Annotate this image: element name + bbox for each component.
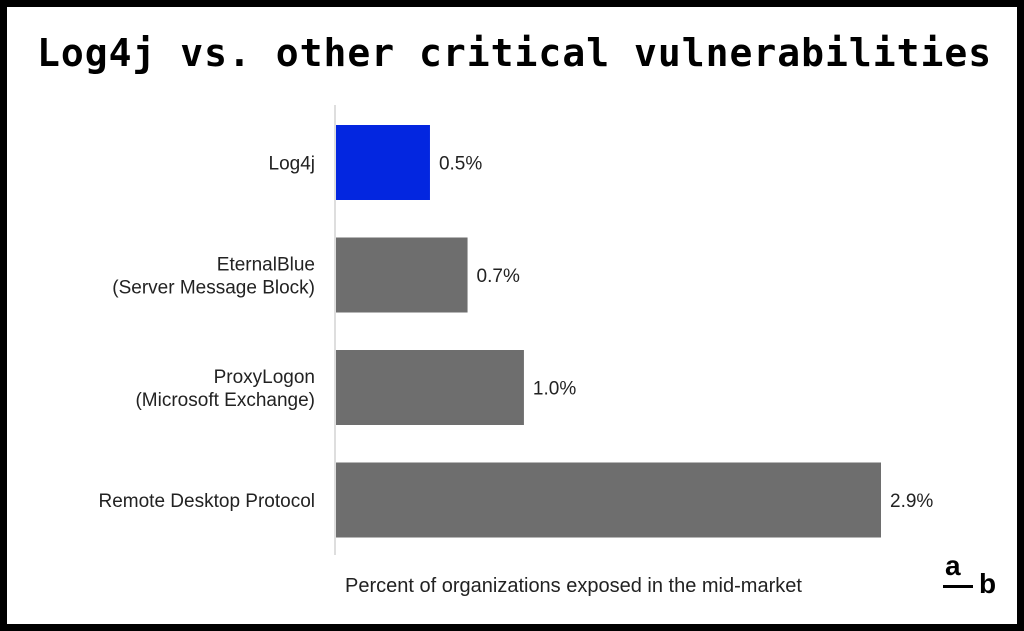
category-label: ProxyLogon (Microsoft Exchange) (135, 367, 315, 411)
logo-letter-a: a (945, 550, 961, 581)
chart-title: Log4j vs. other critical vulnerabilities (37, 31, 993, 75)
x-axis-label: Percent of organizations exposed in the … (345, 575, 802, 597)
bar (336, 462, 881, 538)
category-label: Log4j (269, 154, 316, 175)
bar-chart: 0.5% Log4j 0.7% EternalBlue (Server Message … (99, 105, 933, 555)
bar (336, 350, 524, 425)
bar-value-label: 2.9% (890, 491, 933, 512)
logo-letter-b: b (979, 568, 997, 599)
bar (336, 125, 430, 200)
category-label: EternalBlue (Server Message Block) (112, 255, 315, 299)
bar (336, 237, 468, 313)
brand-logo: a b (943, 550, 1003, 610)
bar-value-label: 1.0% (533, 379, 576, 400)
category-label-line: EternalBlue (217, 255, 315, 276)
category-label-line: Remote Desktop Protocol (99, 491, 316, 512)
bar-value-label: 0.7% (477, 266, 520, 287)
category-label-line: ProxyLogon (214, 367, 315, 388)
category-label-line: Log4j (269, 154, 316, 175)
category-label: Remote Desktop Protocol (99, 491, 316, 512)
category-label-line: (Microsoft Exchange) (135, 390, 315, 411)
bar-value-label: 0.5% (439, 154, 482, 175)
category-label-line: (Server Message Block) (112, 278, 315, 299)
logo-bar (943, 585, 973, 588)
